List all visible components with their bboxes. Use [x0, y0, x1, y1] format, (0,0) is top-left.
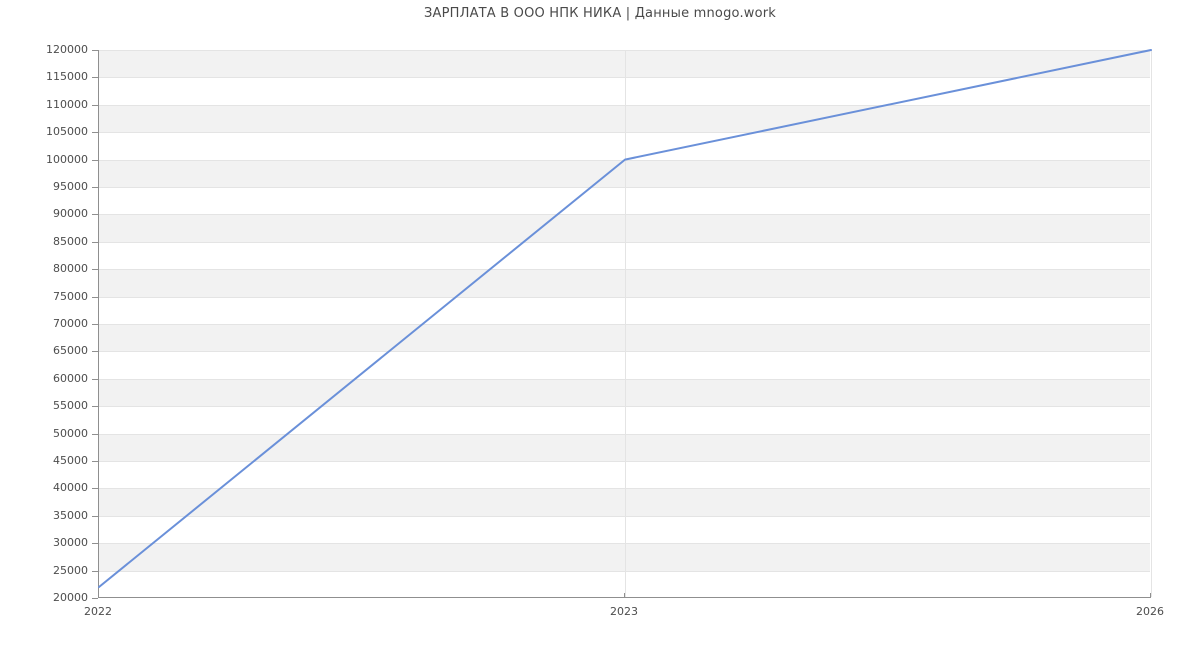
y-axis-tick: [92, 214, 98, 215]
y-axis-tick: [92, 598, 98, 599]
y-axis-tick: [92, 297, 98, 298]
y-axis-tick: [92, 324, 98, 325]
h-gridline: [99, 516, 1150, 517]
y-axis-label: 105000: [46, 125, 88, 139]
y-axis-label: 115000: [46, 70, 88, 84]
y-axis-tick: [92, 434, 98, 435]
h-gridline: [99, 242, 1150, 243]
band-stripe: [99, 433, 1150, 461]
h-gridline: [99, 297, 1150, 298]
y-axis-tick: [92, 571, 98, 572]
y-axis-tick: [92, 379, 98, 380]
h-gridline: [99, 434, 1150, 435]
y-axis-label: 30000: [53, 536, 88, 550]
h-gridline: [99, 324, 1150, 325]
band-stripe: [99, 159, 1150, 187]
y-axis-tick: [92, 132, 98, 133]
y-axis-tick: [92, 77, 98, 78]
y-axis-tick: [92, 516, 98, 517]
y-axis-tick: [92, 406, 98, 407]
x-axis-label: 2023: [610, 605, 638, 618]
h-gridline: [99, 543, 1150, 544]
y-axis-label: 85000: [53, 234, 88, 248]
y-axis-label: 80000: [53, 262, 88, 276]
chart-title: ЗАРПЛАТА В ООО НПК НИКА | Данные mnogo.w…: [423, 6, 777, 21]
y-axis-label: 60000: [53, 371, 88, 385]
h-gridline: [99, 379, 1150, 380]
h-gridline: [99, 50, 1150, 51]
y-axis-label: 95000: [53, 180, 88, 193]
h-gridline: [99, 461, 1150, 462]
y-axis-label: 65000: [53, 344, 88, 358]
y-axis-tick: [92, 269, 98, 270]
y-axis-label: 25000: [53, 563, 88, 577]
h-gridline: [99, 571, 1150, 572]
y-axis-tick: [92, 461, 98, 462]
y-axis-tick: [92, 488, 98, 489]
y-axis-label: 50000: [53, 426, 88, 440]
band-stripe: [99, 324, 1150, 352]
plot-area: [98, 49, 1152, 598]
x-axis-label: 2022: [84, 605, 112, 618]
band-stripe: [99, 269, 1150, 297]
y-axis-label: 100000: [46, 152, 88, 166]
y-axis-label: 35000: [53, 508, 88, 522]
band-stripe: [99, 214, 1150, 242]
y-axis-label: 110000: [46, 97, 88, 111]
h-gridline: [99, 105, 1150, 106]
h-gridline: [99, 77, 1150, 78]
h-gridline: [99, 406, 1150, 407]
v-gridline: [1151, 50, 1152, 597]
y-axis-tick: [92, 543, 98, 544]
band-stripe: [99, 378, 1150, 407]
v-gridline: [625, 50, 626, 597]
y-axis-label: 20000: [53, 591, 88, 604]
h-gridline: [99, 488, 1150, 489]
y-axis-tick: [92, 50, 98, 51]
band-stripe: [99, 104, 1150, 133]
y-axis-tick: [92, 242, 98, 243]
h-gridline: [99, 351, 1150, 352]
y-axis-label: 55000: [53, 399, 88, 413]
h-gridline: [99, 187, 1150, 188]
band-stripe: [99, 543, 1150, 571]
y-axis-tick: [92, 187, 98, 188]
y-axis-label: 45000: [53, 454, 88, 467]
y-axis-tick: [92, 160, 98, 161]
y-axis-label: 70000: [53, 317, 88, 330]
y-axis-label: 120000: [46, 43, 88, 56]
h-gridline: [99, 132, 1150, 133]
h-gridline: [99, 269, 1150, 270]
y-axis-label: 40000: [53, 481, 88, 495]
x-axis-tick: [1150, 593, 1151, 598]
x-axis-tick: [98, 593, 99, 598]
y-axis-label: 90000: [53, 207, 88, 221]
h-gridline: [99, 214, 1150, 215]
x-axis-label: 2026: [1136, 605, 1164, 618]
y-axis-label: 75000: [53, 289, 88, 303]
data-line: [98, 49, 1152, 588]
band-stripe: [99, 488, 1150, 516]
x-axis-tick: [624, 593, 625, 598]
y-axis-tick: [92, 351, 98, 352]
band-stripe: [99, 50, 1150, 78]
y-axis-tick: [92, 105, 98, 106]
